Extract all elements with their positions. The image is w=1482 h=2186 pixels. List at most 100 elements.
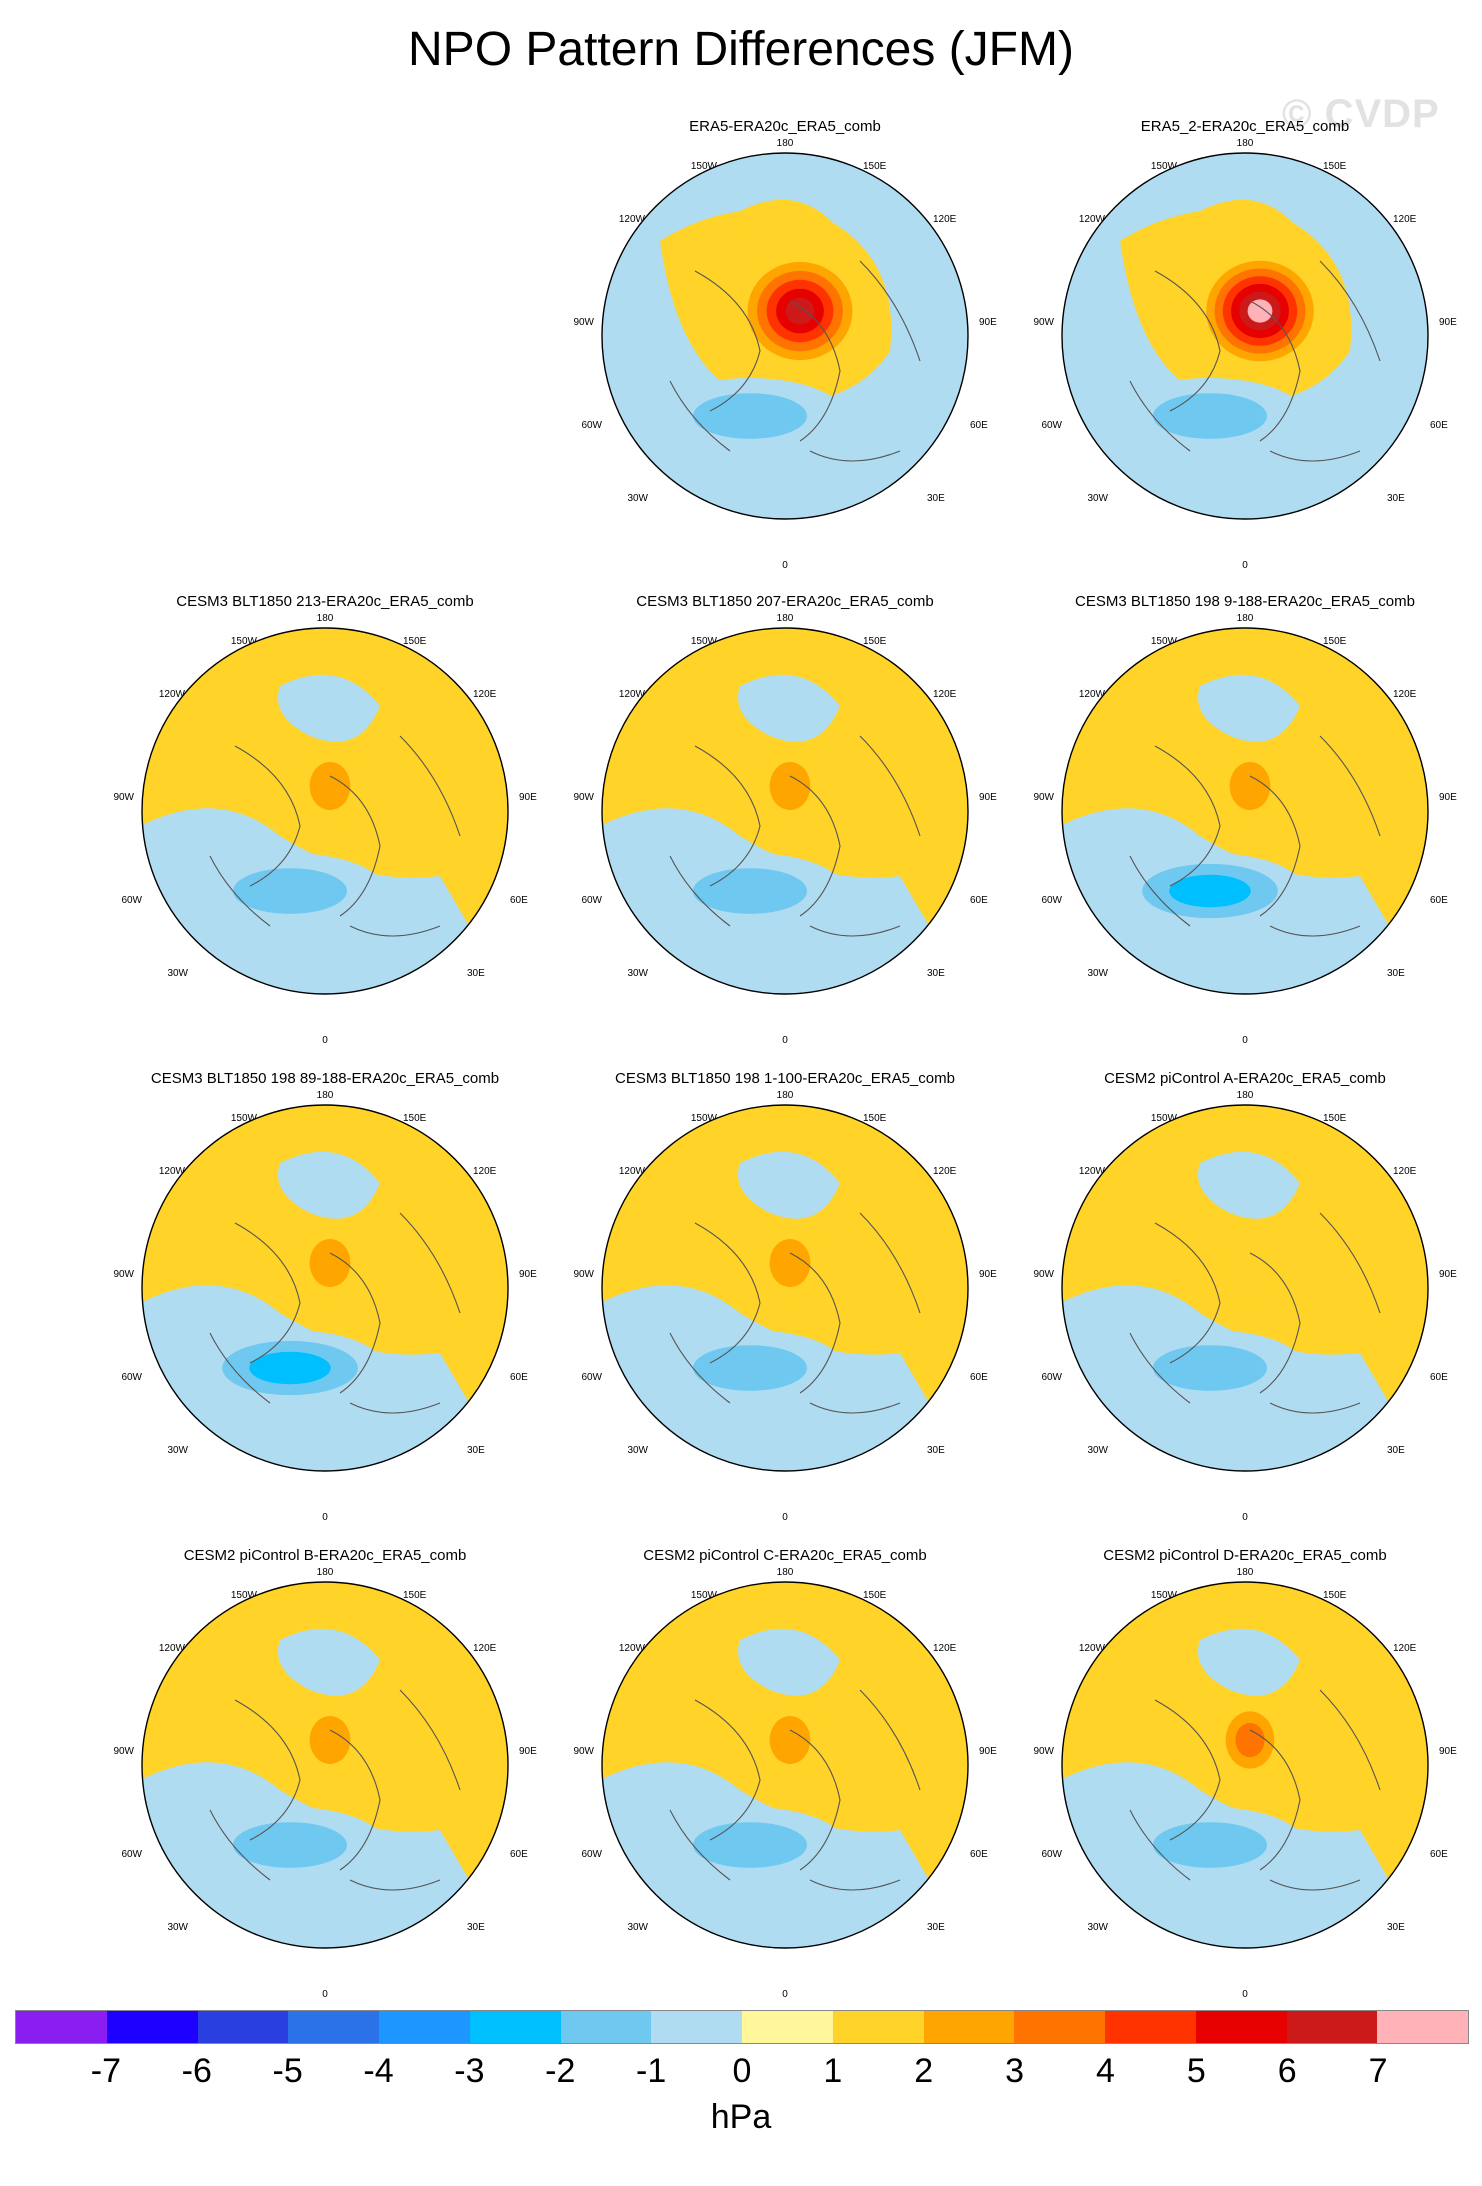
coastline [1129,1689,1381,1891]
colorbar-swatch [469,2011,561,2043]
longitude-label: 150W [690,1113,717,1124]
map-boundary [601,152,969,520]
longitude-label: 120W [1078,689,1105,700]
colorbar-swatch [16,2011,107,2043]
watermark: © CVDP [1282,92,1440,136]
longitude-label: 150E [403,1590,427,1601]
panel-title: CESM3 BLT1850 213-ERA20c_ERA5_comb [176,593,474,610]
longitude-label: 90W [573,317,594,328]
longitude-label: 0 [1242,1035,1248,1046]
longitude-label: 90E [979,1269,997,1280]
longitude-label: 60E [970,420,988,431]
longitude-label: 120W [618,689,645,700]
longitude-label: 60E [1430,895,1448,906]
map-panel: CESM3 BLT1850 198 1-100-ERA20c_ERA5_comb… [545,1070,1025,1545]
longitude-label: 60W [1041,1849,1062,1860]
coastline [669,735,921,937]
anomaly-region [738,1628,840,1696]
longitude-label: 30W [1087,1922,1108,1933]
longitude-label: 0 [782,1989,788,2000]
longitude-label: 90W [573,1269,594,1280]
longitude-label: 30W [627,1445,648,1456]
longitude-label: 150W [1150,636,1177,647]
positive-anomaly-contour [769,1716,811,1764]
map-panel: CESM2 piControl A-ERA20c_ERA5_comb 180 0 15… [1005,1070,1482,1545]
longitude-label: 30E [1387,968,1405,979]
longitude-label: 180 [1236,1090,1254,1101]
anomaly-region [1198,674,1300,742]
panel-title: CESM2 piControl B-ERA20c_ERA5_comb [183,1547,467,1564]
longitude-label: 150W [1150,1590,1177,1601]
longitude-label: 30W [167,968,188,979]
colorbar-tick-label: 2 [914,2052,934,2090]
polar-map [141,627,509,995]
longitude-label: 90W [1033,317,1054,328]
map-boundary [141,627,509,995]
panel-title: CESM2 piControl C-ERA20c_ERA5_comb [643,1547,927,1564]
longitude-label: 150E [863,1113,887,1124]
longitude-label: 60W [581,1372,602,1383]
polar-map [601,627,969,995]
positive-anomaly-contour [1216,1223,1284,1303]
positive-anomaly-contour [309,1716,351,1764]
colorbar-tick-label: 7 [1368,2052,1388,2090]
positive-anomaly-contour [1247,299,1273,323]
longitude-label: 60E [1430,1849,1448,1860]
longitude-label: 0 [322,1989,328,2000]
coastline [209,1212,461,1414]
longitude-label: 30W [627,968,648,979]
colorbar-swatch [1014,2011,1105,2043]
colorbar-swatch [832,2011,924,2043]
longitude-label: 180 [776,613,794,624]
positive-anomaly-contour [309,1239,351,1287]
coastline [1129,1212,1381,1414]
negative-anomaly-contour [693,868,807,914]
colorbar-tick-label: 1 [823,2052,843,2090]
longitude-label: 120E [1393,1166,1417,1177]
longitude-label: 30E [927,968,945,979]
longitude-label: 180 [776,138,794,149]
longitude-label: 120W [618,1643,645,1654]
longitude-label: 120W [158,1166,185,1177]
map-boundary [141,1104,509,1472]
page-title: NPO Pattern Differences (JFM) [408,23,1074,76]
negative-anomaly-contour [693,1345,807,1391]
anomaly-region [278,1151,380,1219]
longitude-label: 60W [121,1372,142,1383]
longitude-label: 150E [1323,1590,1347,1601]
colorbar-swatch [560,2011,652,2043]
longitude-label: 90W [113,1269,134,1280]
polar-map [601,1581,969,1949]
panel-title: CESM3 BLT1850 198 89-188-ERA20c_ERA5_com… [150,1070,500,1087]
map-panel: ERA5-ERA20c_ERA5_comb 180 0 150W 150E 120W 120… [545,118,1025,593]
colorbar-swatch [379,2011,470,2043]
longitude-label: 180 [1236,1567,1254,1578]
longitude-label: 60W [121,1849,142,1860]
negative-anomaly-contour [1153,393,1267,439]
longitude-label: 90E [1439,1746,1457,1757]
longitude-label: 60E [970,895,988,906]
longitude-label: 0 [782,1512,788,1523]
map-boundary [601,1104,969,1472]
longitude-label: 180 [776,1090,794,1101]
panel-title: CESM3 BLT1850 198 1-100-ERA20c_ERA5_comb [615,1070,955,1087]
longitude-label: 90E [519,792,537,803]
longitude-label: 120E [933,689,957,700]
polar-map [1061,1104,1429,1472]
colorbar-swatch [1195,2011,1287,2043]
longitude-label: 90W [1033,1746,1054,1757]
negative-anomaly-contour [233,1822,347,1868]
longitude-label: 120E [1393,689,1417,700]
longitude-label: 150W [230,1113,257,1124]
longitude-label: 120W [1078,214,1105,225]
longitude-label: 150W [1150,161,1177,172]
longitude-label: 30E [467,1445,485,1456]
map-boundary [1061,627,1429,995]
colorbar-swatch [106,2011,198,2043]
longitude-label: 90E [979,792,997,803]
longitude-label: 150W [690,1590,717,1601]
longitude-label: 60E [970,1849,988,1860]
longitude-label: 90E [979,1746,997,1757]
anomaly-region [738,199,840,267]
longitude-label: 150E [1323,161,1347,172]
